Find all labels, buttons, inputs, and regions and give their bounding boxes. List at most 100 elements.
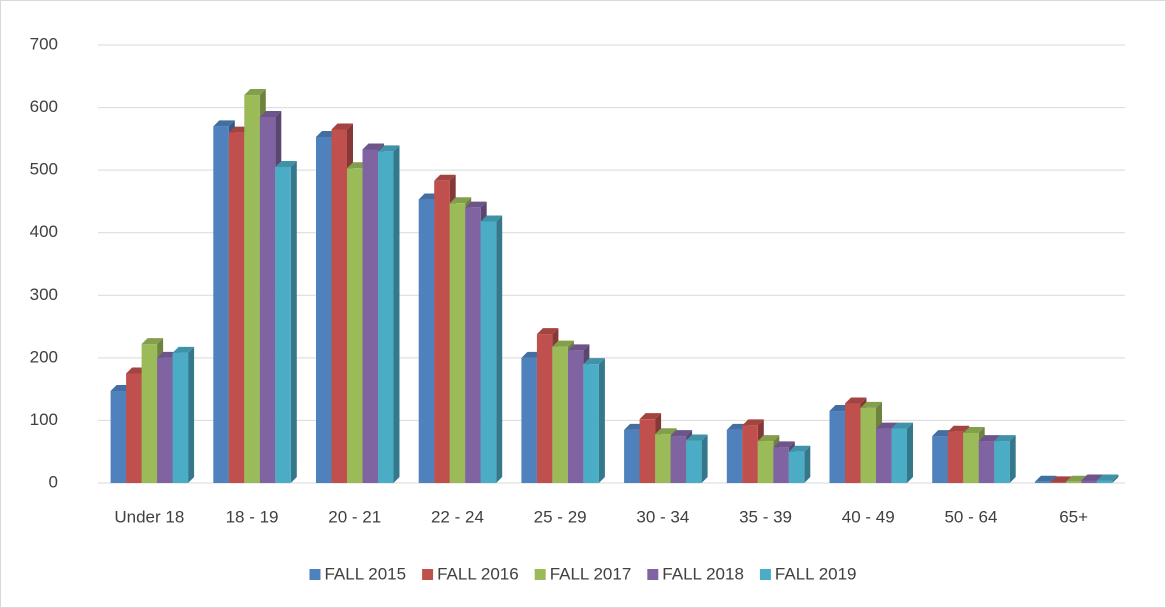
bar xyxy=(639,419,656,483)
bar-top xyxy=(1050,476,1072,483)
x-tick-label: 18 - 19 xyxy=(226,507,279,526)
bar-top xyxy=(978,435,1001,442)
bar xyxy=(172,352,189,483)
bar-side xyxy=(188,346,195,483)
bar-side xyxy=(701,434,708,483)
bar xyxy=(228,132,245,483)
bar-top xyxy=(378,145,400,152)
bar xyxy=(449,203,466,483)
bar-side xyxy=(907,422,913,483)
bar xyxy=(275,167,291,483)
bar-side xyxy=(290,161,297,483)
x-tick-label: Under 18 xyxy=(114,507,184,526)
bar xyxy=(876,428,892,483)
bar-top xyxy=(480,215,503,222)
bar-top xyxy=(434,174,456,181)
bar-side xyxy=(496,215,503,484)
bar xyxy=(742,425,758,483)
bar xyxy=(567,350,584,483)
bar-top xyxy=(876,422,898,429)
legend-swatch xyxy=(422,569,434,580)
bar xyxy=(347,168,363,483)
bar xyxy=(932,436,948,483)
bar-top xyxy=(259,110,282,117)
bar xyxy=(978,441,995,483)
bar xyxy=(624,429,640,483)
bar-side xyxy=(1009,435,1016,483)
bar-top xyxy=(891,422,913,429)
bar xyxy=(845,403,861,483)
bar xyxy=(1050,482,1066,483)
bar xyxy=(331,129,347,483)
bar-top xyxy=(686,434,708,441)
y-tick-label: 300 xyxy=(30,285,58,304)
bar-top xyxy=(172,346,195,353)
x-tick-label: 22 - 24 xyxy=(431,507,484,526)
bar xyxy=(1065,481,1082,483)
bar xyxy=(126,373,142,483)
bar xyxy=(259,116,276,483)
bar-top xyxy=(141,338,164,345)
bar xyxy=(686,440,702,483)
bar xyxy=(1081,480,1097,483)
legend-swatch xyxy=(647,569,659,580)
y-tick-label: 100 xyxy=(30,410,58,429)
bar-top xyxy=(963,426,985,433)
bar xyxy=(418,199,435,483)
bar-top xyxy=(1081,474,1103,481)
y-tick-label: 400 xyxy=(30,222,58,241)
bar xyxy=(1096,480,1113,483)
bar-top xyxy=(773,441,795,448)
bar xyxy=(773,447,789,483)
bar-top xyxy=(331,123,353,130)
legend-label: FALL 2017 xyxy=(550,564,632,583)
bar-top xyxy=(583,358,605,365)
bar xyxy=(829,411,845,483)
bar-side xyxy=(393,145,400,483)
bar-top xyxy=(860,401,882,408)
bar xyxy=(521,357,537,483)
bar xyxy=(378,151,394,483)
bar xyxy=(141,344,158,483)
y-tick-label: 600 xyxy=(30,97,58,116)
bar-side xyxy=(598,358,605,483)
bar xyxy=(213,126,229,483)
bar xyxy=(788,451,805,483)
bar-top xyxy=(655,428,677,435)
bar-top xyxy=(845,397,867,404)
bar xyxy=(552,346,568,483)
bar-top xyxy=(639,413,662,420)
bar xyxy=(583,364,599,483)
bar xyxy=(536,334,553,483)
bar xyxy=(655,434,671,483)
x-tick-label: 20 - 21 xyxy=(328,507,381,526)
bar xyxy=(994,441,1010,483)
bar xyxy=(963,432,979,483)
legend-label: FALL 2015 xyxy=(324,564,406,583)
bar xyxy=(947,431,964,483)
x-tick-label: 25 - 29 xyxy=(534,507,587,526)
bar xyxy=(480,221,497,484)
legend-swatch xyxy=(759,569,771,580)
bar-top xyxy=(244,89,266,96)
x-tick-label: 30 - 34 xyxy=(636,507,689,526)
bar-top xyxy=(536,328,559,335)
bar-top xyxy=(947,425,970,432)
bar xyxy=(1034,481,1051,483)
bar xyxy=(157,357,173,483)
y-tick-label: 0 xyxy=(49,472,58,491)
legend-label: FALL 2016 xyxy=(437,564,519,583)
x-tick-label: 35 - 39 xyxy=(739,507,792,526)
bar xyxy=(110,391,127,483)
bar xyxy=(316,136,332,484)
bar-top xyxy=(1034,475,1057,482)
bar-top xyxy=(567,344,590,351)
bar-top xyxy=(1096,474,1119,481)
bar-top xyxy=(788,445,811,452)
legend-label: FALL 2019 xyxy=(775,564,857,583)
bar xyxy=(891,428,907,483)
bar-top xyxy=(213,120,235,127)
bar-side xyxy=(804,445,811,483)
bar-top xyxy=(552,340,574,347)
